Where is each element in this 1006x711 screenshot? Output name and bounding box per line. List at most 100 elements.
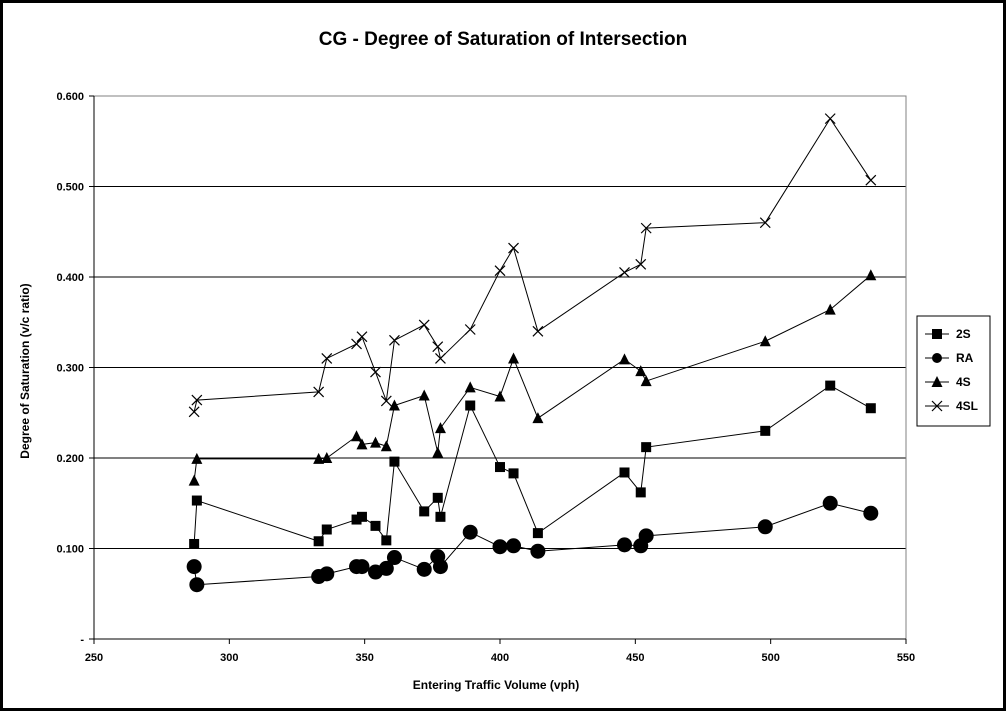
marker-stroke: [635, 258, 647, 270]
data-point: [825, 380, 836, 391]
x-tick-label: 350: [355, 652, 373, 664]
marker-stroke: [931, 400, 943, 412]
legend-box: [916, 315, 991, 427]
gridlines: [94, 95, 906, 549]
series-line: [193, 274, 872, 481]
series-4s: [188, 269, 877, 486]
series-line: [193, 502, 871, 586]
data-point: [532, 325, 544, 337]
marker-stroke: [313, 386, 325, 398]
legend-label: 4SL: [956, 399, 978, 413]
data-point: [321, 524, 332, 535]
data-point: [759, 335, 771, 347]
legend-item-2s: 2S: [925, 327, 971, 341]
data-point: [188, 474, 200, 486]
data-point: [435, 511, 446, 522]
data-point: [508, 352, 520, 364]
data-point: [760, 425, 771, 436]
data-point: [432, 341, 444, 353]
legend-item-4sl: 4SL: [925, 399, 978, 413]
data-point: [386, 550, 402, 566]
data-point: [865, 403, 876, 414]
marker-stroke: [191, 394, 203, 406]
data-point: [464, 324, 476, 335]
y-axis-ticks: - 0.100 0.200 0.300 0.400 0.500 0.600: [56, 91, 94, 646]
x-tick-label: 300: [220, 652, 238, 664]
marker-stroke: [464, 324, 476, 335]
data-point: [759, 217, 771, 229]
legend-marker: [931, 400, 943, 412]
data-point: [380, 440, 392, 452]
data-point: [494, 265, 506, 277]
data-point: [508, 468, 519, 479]
marker-stroke: [351, 338, 362, 350]
data-point: [370, 366, 381, 378]
series-line: [193, 385, 872, 545]
data-point: [188, 406, 200, 418]
y-tick-label: 0.600: [56, 91, 84, 103]
x-tick-label: 500: [761, 652, 779, 664]
marker-stroke: [508, 242, 519, 254]
data-point: [381, 535, 392, 546]
data-point: [434, 422, 446, 434]
legend-label: 4S: [956, 375, 971, 389]
x-axis-title: Entering Traffic Volume (vph): [413, 678, 579, 692]
data-point: [641, 442, 652, 453]
data-point: [465, 400, 476, 411]
data-point: [824, 113, 836, 125]
data-point: [354, 559, 370, 575]
chart-title: CG - Degree of Saturation of Intersectio…: [319, 29, 687, 50]
x-tick-label: 550: [897, 652, 915, 664]
data-point: [822, 495, 838, 511]
data-point: [640, 222, 652, 234]
data-point: [419, 506, 430, 517]
data-point: [619, 467, 630, 478]
data-point: [351, 338, 362, 350]
data-point: [389, 334, 400, 346]
x-tick-label: 450: [626, 652, 644, 664]
data-point: [640, 375, 652, 387]
y-tick-label: 0.300: [56, 363, 84, 375]
marker-stroke: [188, 406, 200, 418]
data-point: [418, 389, 430, 401]
data-point: [617, 537, 633, 553]
y-tick-label: 0.400: [56, 272, 84, 284]
chart: CG - Degree of Saturation of Intersectio…: [18, 29, 991, 692]
y-tick-label: -: [80, 634, 84, 646]
data-point: [865, 269, 877, 281]
data-point: [435, 353, 446, 364]
data-point: [635, 258, 647, 270]
marker-stroke: [356, 331, 368, 343]
chart-frame: CG - Degree of Saturation of Intersectio…: [3, 3, 1003, 708]
data-point: [416, 561, 432, 577]
data-point: [191, 452, 203, 464]
data-point: [189, 538, 200, 549]
data-point: [464, 381, 476, 393]
y-tick-label: 0.100: [56, 544, 84, 556]
legend-label: 2S: [956, 327, 971, 341]
data-point: [388, 399, 400, 411]
data-point: [619, 353, 631, 365]
marker-stroke: [435, 353, 446, 364]
data-point: [389, 456, 400, 467]
data-point: [532, 412, 544, 424]
marker-stroke: [380, 395, 392, 407]
series-4sl: [188, 113, 877, 418]
data-point: [757, 519, 773, 535]
marker-stroke: [865, 174, 877, 186]
series-ra: [186, 495, 879, 593]
x-axis-ticks: 250 300 350 400 450 500 550: [85, 639, 915, 664]
data-point: [378, 560, 394, 576]
data-point: [494, 390, 506, 402]
data-point: [319, 566, 335, 582]
data-point: [418, 319, 430, 331]
marker-stroke: [370, 366, 381, 378]
data-point: [380, 395, 392, 407]
data-point: [321, 452, 333, 463]
data-point: [356, 511, 367, 522]
legend-marker: [932, 353, 942, 363]
data-point: [313, 536, 324, 547]
data-point: [532, 528, 543, 539]
legend-marker: [931, 376, 943, 387]
data-point: [313, 452, 325, 464]
